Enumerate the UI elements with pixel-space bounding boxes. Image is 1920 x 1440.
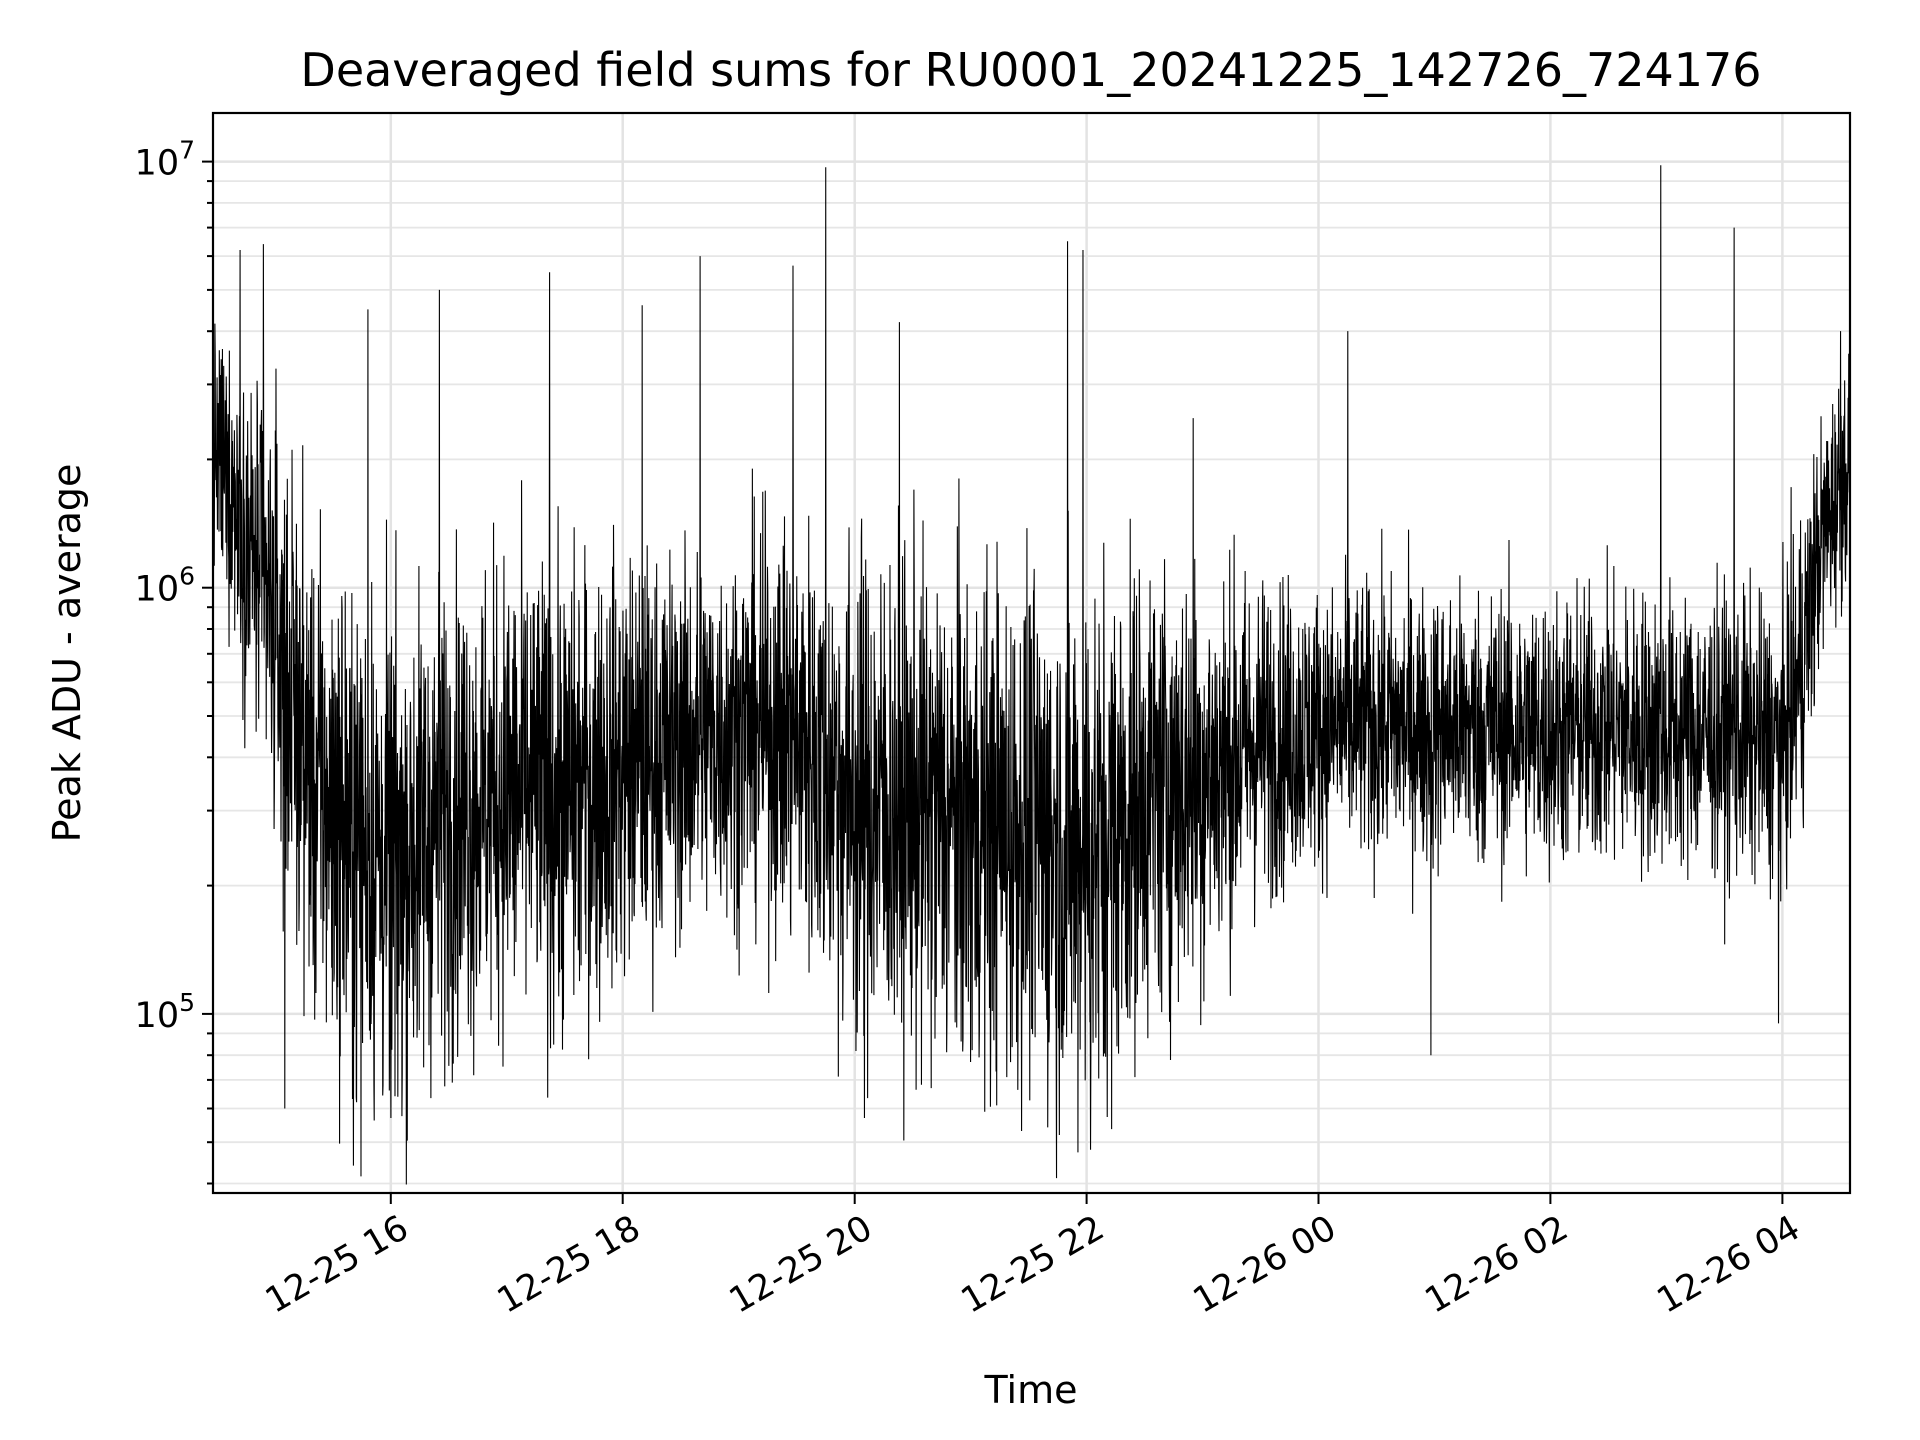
series-layer: [212, 165, 1851, 1185]
y-tick-label: 105: [135, 988, 195, 1036]
chart-title: Deaveraged field sums for RU0001_2024122…: [300, 43, 1761, 97]
y-tick-label: 106: [135, 562, 195, 610]
y-tick-label: 107: [135, 136, 195, 184]
series-line-peak-adu: [212, 165, 1851, 1185]
y-axis-label: Peak ADU - average: [45, 464, 89, 843]
x-axis-label: Time: [984, 1368, 1078, 1412]
